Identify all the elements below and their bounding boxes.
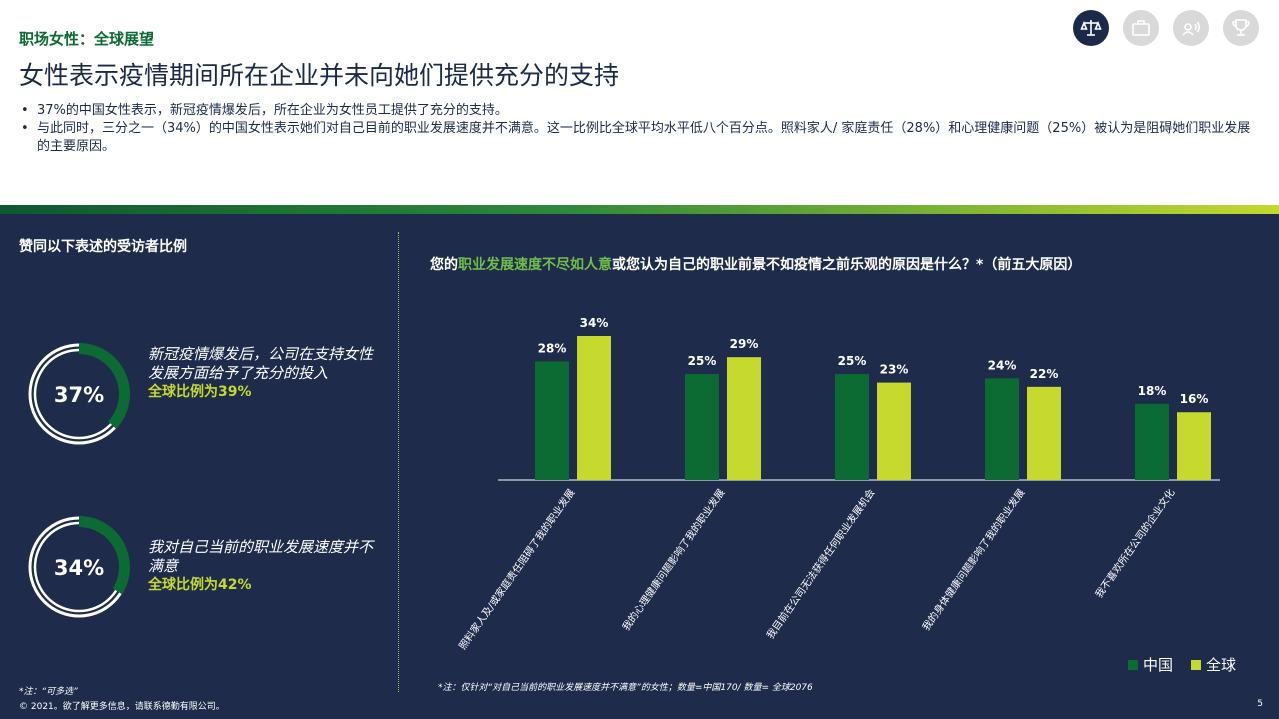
left-footnote: *注：“可多选” [19,687,78,697]
data-label-global-0: 34% [580,316,609,330]
scales-icon[interactable] [1073,10,1109,46]
page-number: 5 [1257,699,1263,709]
data-label-china-1: 25% [688,354,717,368]
data-label-china-4: 18% [1138,384,1167,398]
dark-panel [0,214,1279,719]
donut-arc-2 [79,516,130,595]
bullet-list: 37%的中国女性表示，新冠疫情爆发后，所在企业为女性员工提供了充分的支持。 与此… [19,102,1259,156]
left-panel-heading: 赞同以下表述的受访者比例 [19,239,187,255]
chart-title-highlight: 职业发展速度不尽如人意 [458,257,612,273]
page-title: 女性表示疫情期间所在企业并未向她们提供充分的支持 [19,61,620,90]
bar-global-0 [577,336,611,480]
legend-item-china: 中国 [1128,654,1173,675]
bar-global-4 [1177,412,1211,480]
donut-statement-1: 新冠疫情爆发后，公司在支持女性发展方面给予了充分的投入 [148,345,374,382]
data-label-global-1: 29% [730,337,759,351]
legend-label-global: 全球 [1206,656,1237,674]
data-label-global-3: 22% [1030,367,1059,381]
speech-icon[interactable] [1173,10,1209,46]
copyright: © 2021。欲了解更多信息，请联系德勤有限公司。 [19,702,225,712]
briefcase-icon[interactable] [1123,10,1159,46]
data-label-global-2: 23% [880,363,909,377]
bar-china-1 [685,374,719,480]
donut-text-2: 我对自己当前的职业发展速度并不满意 全球比例为42% [148,538,383,595]
data-label-global-4: 16% [1180,392,1209,406]
bar-global-1 [727,357,761,480]
gradient-divider [0,205,1279,214]
category-label-4: 我不喜欢所在公司的企业文化 [1092,486,1177,600]
donut-global-1: 全球比例为39% [148,384,252,400]
chart-title-post: 或您认为自己的职业前景不如疫情之前乐观的原因是什么？*（前五大原因） [612,257,1082,273]
bar-china-4 [1135,403,1169,480]
bar-china-2 [835,374,869,480]
bar-global-3 [1027,386,1061,480]
donut-chart-2: 34% [28,516,130,618]
bar-china-0 [535,361,569,480]
bar-global-2 [877,382,911,480]
chart-legend: 中国 全球 [1128,654,1236,675]
chart-title: 您的职业发展速度不尽如人意或您认为自己的职业前景不如疫情之前乐观的原因是什么？*… [430,254,1081,274]
panel-divider [398,232,399,692]
donut-value-2: 34% [54,556,104,580]
donut-chart-1: 37% [28,343,130,445]
legend-swatch-global [1191,659,1202,670]
legend-label-china: 中国 [1143,656,1174,674]
data-label-china-2: 25% [838,354,867,368]
bullet-item: 37%的中国女性表示，新冠疫情爆发后，所在企业为女性员工提供了充分的支持。 [19,102,1259,120]
bar-china-3 [985,378,1019,480]
section-kicker: 职场女性：全球展望 [19,30,155,48]
donut-global-2: 全球比例为42% [148,577,252,593]
donut-arc-1 [79,343,130,429]
category-label-3: 我的身体健康问题影响了我的职业发展 [919,486,1027,633]
donut-text-1: 新冠疫情爆发后，公司在支持女性发展方面给予了充分的投入 全球比例为39% [148,345,383,402]
legend-swatch-china [1128,659,1138,670]
donut-value-1: 37% [54,383,104,407]
category-label-1: 我的心理健康问题影响了我的职业发展 [619,486,727,633]
nav-icons [1073,10,1259,46]
chart-title-pre: 您的 [430,257,458,273]
category-label-2: 我目前在公司无法获得任何职业发展机会 [764,486,878,641]
data-label-china-3: 24% [988,358,1017,372]
category-label-0: 照料家人及/或家庭责任阻碍了我的职业发展 [456,486,578,650]
chart-footnote: *注：仅针对“对自己当前的职业发展速度并不满意”的女性；数量=中国170/ 数量… [438,683,813,693]
trophy-icon[interactable] [1223,10,1259,46]
data-label-china-0: 28% [538,341,567,355]
legend-item-global: 全球 [1191,654,1236,675]
bullet-item: 与此同时，三分之一（34%）的中国女性表示她们对自己目前的职业发展速度并不满意。… [19,120,1259,156]
header-area: 职场女性：全球展望 女性表示疫情期间所在企业并未向她们提供充分的支持 37%的中… [0,0,1279,205]
bar-chart: 28% 34% 照料家人及/或家庭责任阻碍了我的职业发展 25% 29% 我的心理健康问题… [456,316,1220,650]
donut-statement-2: 我对自己当前的职业发展速度并不满意 [148,538,374,575]
